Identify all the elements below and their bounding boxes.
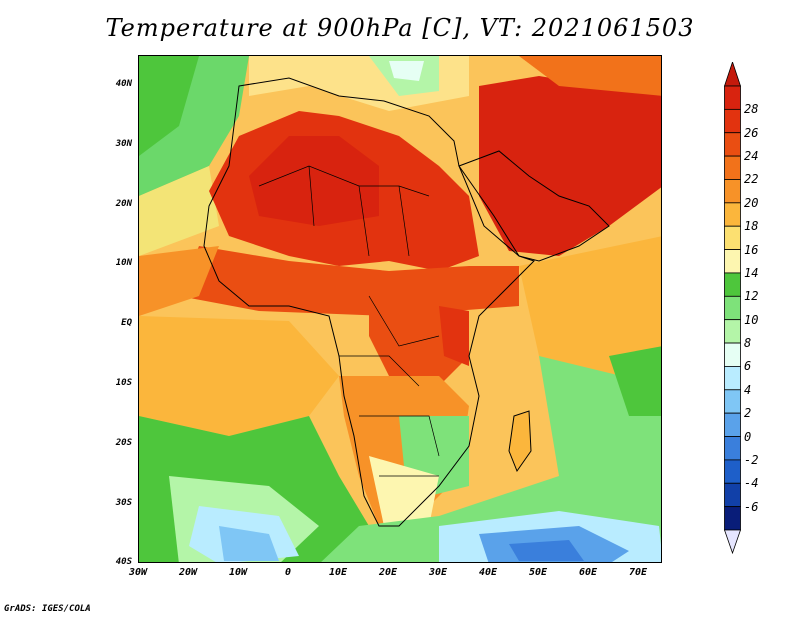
y-tick-label: EQ [121,318,132,329]
colorbar-segment [724,366,741,391]
gulf-guinea-west [139,246,219,316]
colorbar-segment [724,319,741,344]
colorbar-segment [724,295,741,321]
x-tick-label: 30E [428,567,448,578]
colorbar-tick-label: 10 [744,312,759,327]
africa-coastline [203,77,535,527]
x-tick-label: 60E [578,567,598,578]
y-tick-label: 30N [115,138,132,149]
colorbar-tick-label: 6 [744,359,752,374]
atlantic-yellow [139,166,219,256]
kalahari-yellow [369,456,439,526]
colorbar-tick-label: -2 [744,452,759,467]
atlantic-green [139,56,199,156]
colorbar-tick-label: 20 [744,195,759,210]
colorbar-segment [724,155,741,180]
colorbar-tick-label: 28 [744,102,759,117]
colorbar-tick-label: 8 [744,336,752,351]
x-tick-label: 50E [528,567,548,578]
y-tick-label: 20S [115,437,132,448]
colorbar-bottom-arrow [724,529,741,554]
great-lakes-warm [439,306,469,366]
colorbar-segment [724,202,741,227]
x-tick-label: 70E [628,567,648,578]
colorbar-segment [724,389,741,414]
colorbar-tick-label: -4 [744,476,759,491]
y-tick-label: 10N [115,258,132,269]
colorbar-segment [724,459,741,484]
colorbar-top-arrow [724,62,741,87]
temperature-field [139,56,661,562]
aegean-coolest [389,61,424,81]
x-tick-label: 10W [228,567,248,578]
colorbar-tick-label: 12 [744,289,759,304]
colorbar-tick-label: -6 [744,499,759,514]
y-tick-label: 10S [115,378,132,388]
indian-ocean-dark-green [609,346,661,416]
colorbar-tick-label: 24 [744,149,759,164]
map-title: Temperature at 900hPa [C], VT: 202106150… [105,14,695,42]
south-atlantic-cooler [219,526,279,561]
y-tick-label: 40S [115,557,132,568]
x-tick-label: 40E [478,567,498,578]
colorbar-tick-label: 18 [744,219,759,234]
colorbar-tick-label: 14 [744,265,759,280]
colorbar-tick-label: 4 [744,382,752,397]
colorbar-segment [724,225,741,250]
colorbar-tick-label: 22 [744,172,759,187]
colorbar-segment [724,132,741,157]
colorbar-tick-label: 26 [744,125,759,140]
colorbar-segment [724,506,741,531]
x-tick-label: 10E [328,567,348,578]
y-tick-label: 20N [115,198,132,209]
colorbar [724,62,741,554]
y-tick-label: 40N [115,79,132,89]
colorbar-segment [724,436,741,461]
madagascar [508,410,532,473]
colorbar-segment [724,272,741,297]
sahara-core [249,136,379,226]
country-borders [258,165,440,347]
credit-text: GrADS: IGES/COLA [4,604,91,614]
tropical-atlantic [139,316,339,436]
colorbar-tick-label: 16 [744,242,759,257]
colorbar-segment [724,85,741,110]
colorbar-segment [724,412,741,437]
x-tick-label: 0 [284,567,292,578]
x-tick-label: 20E [378,567,398,578]
southern-borders [339,355,440,477]
colorbar-segment [724,482,741,508]
colorbar-segment [724,179,741,204]
colorbar-tick-label: 0 [744,429,752,444]
map-panel [138,55,662,563]
colorbar-segment [724,342,741,367]
arabia-hot [479,76,661,256]
x-tick-label: 30W [128,567,148,578]
colorbar-segment [724,108,741,134]
arabia-coastline [458,150,610,262]
y-tick-label: 30S [115,497,132,508]
colorbar-tick-label: 2 [744,406,752,421]
colorbar-segment [724,249,741,274]
x-tick-label: 20W [178,567,198,578]
southern-ocean-coldest [509,540,584,561]
mideast-north [519,56,661,96]
